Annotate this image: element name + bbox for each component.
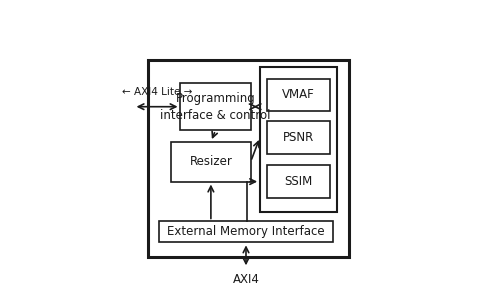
Text: External Memory Interface: External Memory Interface — [167, 226, 325, 238]
Text: Resizer: Resizer — [190, 155, 232, 168]
Text: SSIM: SSIM — [285, 175, 313, 188]
Text: AXI4: AXI4 — [233, 273, 259, 286]
Text: ← AXI4 Lite →: ← AXI4 Lite → — [122, 87, 192, 97]
Bar — [180, 83, 251, 130]
Bar — [267, 121, 330, 154]
Text: Programming
interface & control: Programming interface & control — [160, 92, 271, 122]
Text: PSNR: PSNR — [283, 131, 314, 143]
Text: VMAF: VMAF — [282, 88, 315, 102]
Bar — [171, 142, 251, 181]
Bar — [267, 79, 330, 111]
Bar — [267, 165, 330, 198]
Bar — [159, 221, 333, 243]
Bar — [260, 67, 337, 212]
Bar — [148, 60, 349, 257]
